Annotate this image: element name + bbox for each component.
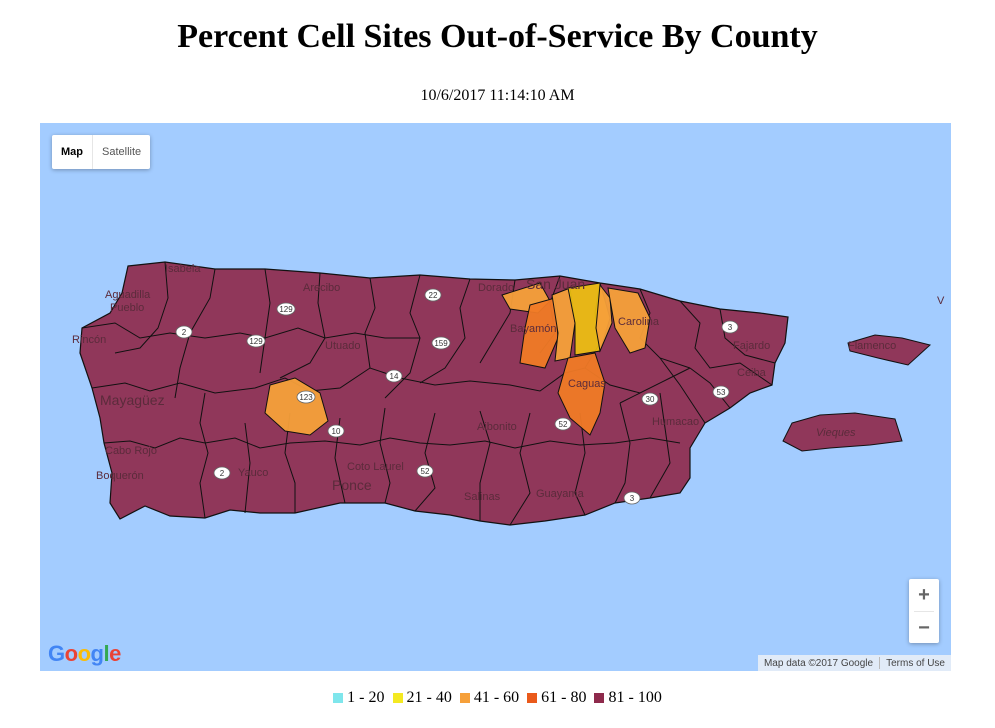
google-logo-letter: o (77, 641, 91, 666)
legend-swatch (459, 693, 470, 703)
legend-label: 21 - 40 (406, 689, 452, 706)
label-flamenco: Flamenco (848, 340, 896, 352)
shield-159: 159 (434, 339, 448, 348)
google-logo-letter: g (90, 641, 104, 666)
shield-22: 22 (429, 291, 438, 300)
google-logo-letter: o (64, 641, 78, 666)
google-logo-letter: e (109, 641, 121, 666)
zoom-divider (914, 611, 934, 612)
map-canvas[interactable]: Isabela Aguadilla Pueblo Rincón Mayagüez… (40, 123, 951, 671)
legend-item: 61 - 80 (527, 689, 586, 707)
shield-2a: 2 (182, 328, 187, 337)
label-carolina: Carolina (618, 316, 660, 328)
label-arecibo: Arecibo (303, 282, 340, 294)
shield-129b: 129 (249, 337, 263, 346)
shield-10: 10 (332, 427, 341, 436)
legend-swatch (527, 693, 538, 703)
shield-2b: 2 (220, 469, 225, 478)
google-logo-letter: l (103, 641, 110, 666)
label-isabela: Isabela (165, 263, 201, 275)
region-carolina-41-60[interactable] (607, 287, 651, 354)
shield-52b: 52 (559, 420, 568, 429)
label-mayaguez: Mayagüez (100, 392, 165, 408)
label-aguadilla: Aguadilla (105, 289, 151, 301)
shield-123: 123 (299, 393, 313, 402)
shield-52a: 52 (421, 467, 430, 476)
legend-item: 81 - 100 (594, 689, 662, 707)
label-pueblo: Pueblo (110, 302, 144, 314)
culebra-island[interactable] (847, 334, 932, 366)
terms-link[interactable]: Terms of Use (886, 657, 945, 669)
label-edge-v: V (937, 295, 945, 307)
google-logo-letter: G (48, 641, 65, 666)
timestamp: 10/6/2017 11:14:10 AM (420, 87, 575, 104)
label-guayama: Guayama (536, 488, 585, 500)
label-vieques: Vieques (816, 427, 856, 439)
legend-item: 1 - 20 (333, 689, 385, 707)
label-cabo-rojo: Cabo Rojo (105, 445, 157, 457)
legend-item: 41 - 60 (459, 689, 520, 707)
legend-label: 61 - 80 (541, 689, 587, 706)
label-coto-laurel: Coto Laurel (347, 461, 404, 473)
zoom-in-button[interactable]: + (918, 584, 930, 606)
label-fajardo: Fajardo (733, 340, 770, 352)
shield-14: 14 (390, 372, 399, 381)
vieques-island[interactable] (782, 412, 903, 452)
legend-swatch (392, 693, 403, 703)
legend-label: 41 - 60 (473, 689, 520, 706)
legend-item: 21 - 40 (392, 689, 452, 707)
map-view-button[interactable]: Map (52, 135, 93, 169)
label-salinas: Salinas (464, 491, 501, 503)
label-boqueron: Boquerón (96, 470, 144, 482)
shield-3a: 3 (728, 323, 733, 332)
label-humacao: Humacao (652, 416, 699, 428)
google-logo[interactable]: Google (48, 641, 121, 667)
shield-30: 30 (646, 395, 655, 404)
map-type-control: Map Satellite (52, 135, 151, 169)
label-ceiba: Ceiba (737, 367, 767, 379)
map-data-text: Map data ©2017 Google (763, 657, 874, 669)
label-rincon: Rincón (72, 334, 106, 346)
label-aibonito: Aibonito (477, 421, 517, 433)
legend-swatch (333, 693, 344, 703)
legend-swatch (594, 693, 605, 703)
label-bayamon: Bayamón (510, 323, 556, 335)
shield-129: 129 (279, 305, 293, 314)
zoom-out-button[interactable]: − (918, 617, 930, 639)
region-caguas-61-80[interactable] (557, 352, 606, 436)
label-yauco: Yauco (238, 467, 268, 479)
region-trujillo-alto-41-60[interactable] (595, 283, 613, 353)
place-labels: Isabela Aguadilla Pueblo Rincón Mayagüez… (72, 263, 945, 503)
label-san-juan: San Juan (526, 276, 585, 292)
label-dorado: Dorado (478, 282, 514, 294)
legend: 1 - 20 21 - 40 41 - 60 61 - 80 81 - 100 (0, 689, 995, 707)
map-attribution: Map data ©2017 Google Terms of Use (757, 655, 951, 671)
label-caguas: Caguas (568, 378, 606, 390)
shield-3b: 3 (630, 494, 635, 503)
attribution-divider (879, 657, 881, 669)
map-svg[interactable]: Isabela Aguadilla Pueblo Rincón Mayagüez… (40, 123, 951, 671)
legend-label: 1 - 20 (347, 689, 385, 706)
page-title: Percent Cell Sites Out-of-Service By Cou… (177, 18, 818, 55)
label-ponce: Ponce (332, 477, 372, 493)
label-utuado: Utuado (325, 340, 360, 352)
legend-label: 81 - 100 (608, 689, 662, 706)
satellite-view-button[interactable]: Satellite (102, 146, 142, 158)
zoom-control: + − (909, 579, 939, 643)
shield-53: 53 (717, 388, 726, 397)
road-shields: 129 22 2 129 123 10 159 52 14 2 3 30 52 … (175, 288, 739, 505)
municipality-borders (81, 261, 776, 526)
